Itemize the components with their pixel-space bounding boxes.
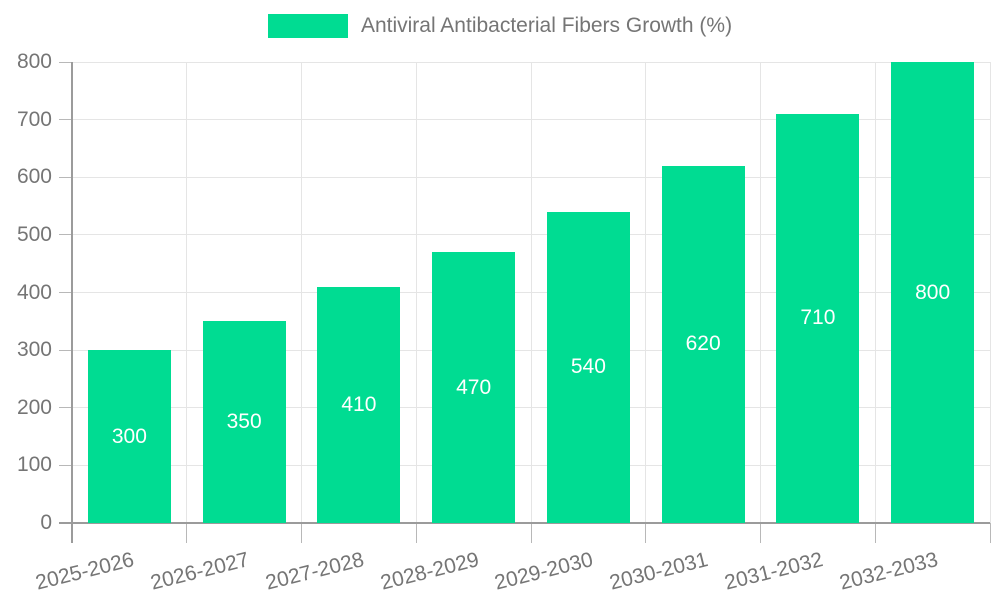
gridline-vertical <box>874 62 876 523</box>
y-axis-tick-label: 700 <box>16 107 52 131</box>
x-axis-tick <box>301 523 302 543</box>
bar-value-label-2027-2028: 410 <box>341 392 377 416</box>
bar-value-label-2030-2031: 620 <box>685 332 721 356</box>
y-axis-tick-label: 0 <box>40 511 52 534</box>
y-axis-tick-label: 300 <box>16 338 52 362</box>
y-axis-tick <box>59 119 72 121</box>
y-axis-tick-label: 600 <box>16 165 52 189</box>
gridline-vertical <box>645 62 647 523</box>
y-axis-tick <box>59 464 72 466</box>
x-axis-tick <box>989 523 991 543</box>
bar-2032-2033 <box>891 62 975 523</box>
x-axis-tick <box>874 523 876 543</box>
gridline-vertical <box>989 62 991 523</box>
y-axis-tick <box>59 61 72 63</box>
x-axis-tick <box>530 523 532 543</box>
bar-value-label-2031-2032: 710 <box>800 306 836 330</box>
y-axis-tick <box>59 292 72 293</box>
bar-2031-2032 <box>776 113 860 523</box>
bar-2026-2027 <box>202 321 286 523</box>
bar-value-label-2032-2033: 800 <box>915 280 951 304</box>
gridline-vertical <box>415 62 417 523</box>
bar-2025-2026 <box>87 350 171 523</box>
y-axis-tick-label: 200 <box>16 395 52 419</box>
x-axis-tick <box>186 523 188 543</box>
gridline-vertical <box>530 62 532 523</box>
y-axis-tick <box>59 407 72 409</box>
x-axis-tick <box>645 523 647 543</box>
legend-swatch <box>267 14 348 38</box>
bar-2027-2028 <box>317 286 401 523</box>
x-axis-line <box>59 522 990 524</box>
y-axis-tick <box>59 234 72 236</box>
y-axis-tick-label: 400 <box>16 280 52 304</box>
y-axis-tick <box>59 349 72 351</box>
y-axis-tick-label: 100 <box>16 453 52 477</box>
chart-legend[interactable]: Antiviral Antibacterial Fibers Growth (%… <box>0 14 1000 38</box>
y-axis-line <box>71 62 73 543</box>
bar-2029-2030 <box>546 211 630 523</box>
bar-2030-2031 <box>661 165 745 523</box>
bar-value-label-2028-2029: 470 <box>456 375 492 399</box>
y-axis-tick-label: 500 <box>16 222 52 246</box>
bar-value-label-2026-2027: 350 <box>226 410 262 434</box>
y-axis-tick-label: 800 <box>16 50 52 73</box>
bar-value-label-2029-2030: 540 <box>570 355 606 379</box>
bar-value-label-2025-2026: 300 <box>111 424 147 448</box>
gridline-vertical <box>760 62 761 523</box>
x-axis-tick <box>760 523 761 543</box>
y-axis-tick <box>59 176 72 178</box>
x-axis-tick <box>415 523 417 543</box>
bar-2028-2029 <box>432 252 516 523</box>
gridline-vertical <box>301 62 302 523</box>
legend-label: Antiviral Antibacterial Fibers Growth (%… <box>360 14 733 37</box>
gridline-vertical <box>186 62 188 523</box>
